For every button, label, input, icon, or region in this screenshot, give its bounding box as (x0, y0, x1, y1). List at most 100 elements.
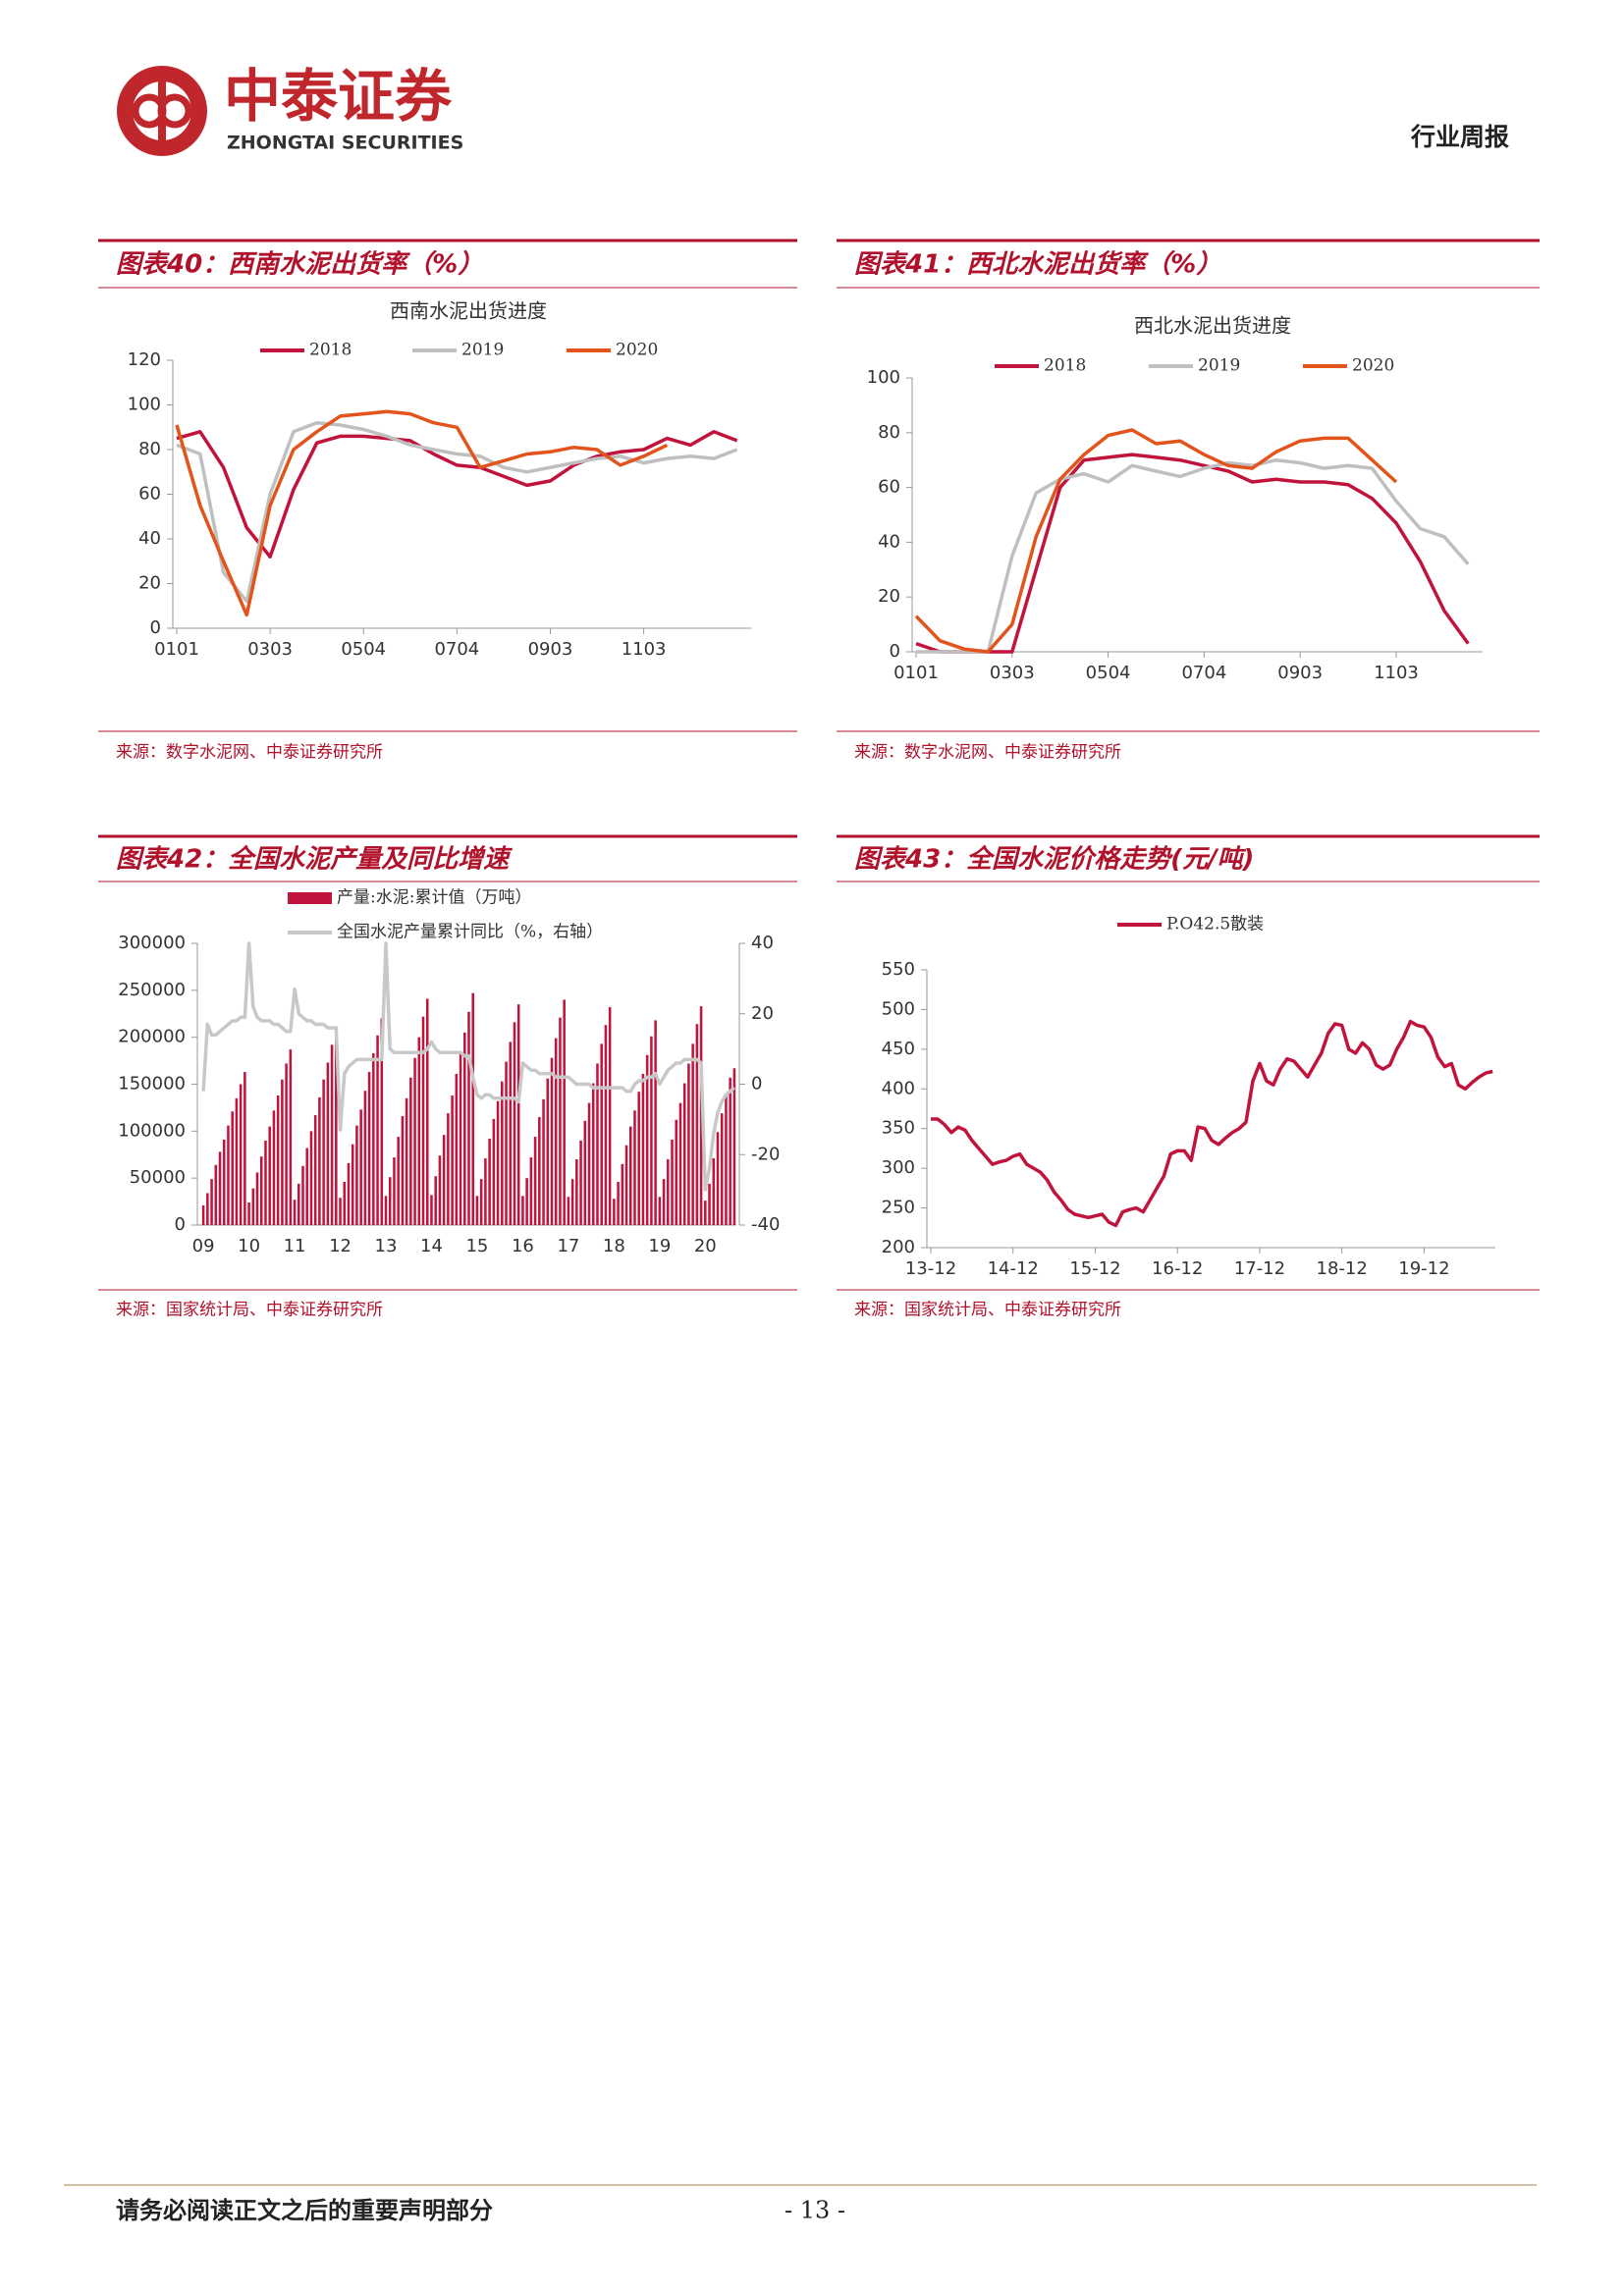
bar (471, 992, 474, 1225)
source: 来源：数字水泥网、中泰证券研究所 (116, 743, 383, 763)
bar (244, 1072, 246, 1225)
bar (675, 1119, 678, 1225)
y-tick-label: 150000 (118, 1074, 186, 1095)
x-tick-label: 1103 (1374, 663, 1419, 683)
y-tick-label: 80 (878, 422, 900, 443)
bar (322, 1079, 325, 1225)
x-tick-label: 0303 (990, 663, 1035, 683)
bar (438, 1155, 442, 1225)
series-line (916, 457, 1470, 654)
bar (505, 1061, 508, 1225)
bar (712, 1158, 716, 1225)
x-tick-label: 0704 (1181, 663, 1226, 683)
x-tick-label: 15 (465, 1236, 488, 1256)
series-line (176, 430, 738, 559)
bar (401, 1116, 405, 1225)
bar (380, 1018, 384, 1225)
y-tick-label: 40 (138, 528, 161, 549)
y-tick-label: 0 (890, 641, 900, 662)
panel-title: 图表40：西南水泥出货率（%） (116, 250, 483, 280)
bar (488, 1138, 491, 1225)
y-tick-label: 20 (138, 573, 161, 594)
bar (231, 1111, 234, 1225)
bar (434, 1176, 437, 1225)
y-tick-label: 300 (882, 1157, 915, 1178)
bar (330, 1044, 334, 1225)
bar (633, 1110, 636, 1225)
bar (309, 1131, 313, 1225)
bar (704, 1201, 707, 1225)
bar (546, 1078, 550, 1225)
bar (529, 1157, 533, 1225)
x-tick-label: 13-12 (905, 1258, 956, 1279)
y-tick-label: 0 (150, 617, 161, 638)
bar (313, 1115, 317, 1225)
x-tick-label: 20 (694, 1236, 717, 1256)
bar (259, 1156, 263, 1225)
bar (550, 1057, 554, 1225)
bar (667, 1159, 670, 1225)
bar (662, 1179, 666, 1225)
bar (641, 1073, 645, 1225)
bar (533, 1137, 537, 1225)
bar (559, 1017, 562, 1225)
bar (417, 1037, 421, 1225)
panel-title: 图表42：全国水泥产量及同比增速 (116, 845, 513, 875)
bar (621, 1163, 624, 1225)
bar (624, 1145, 628, 1225)
legend-label: 2018 (309, 341, 352, 360)
y-tick-label: 200000 (118, 1027, 186, 1047)
bar (513, 1022, 516, 1225)
bar (318, 1096, 321, 1225)
bar (617, 1181, 620, 1225)
bar (247, 1202, 250, 1225)
bar (579, 1140, 582, 1225)
y-tick-label: 550 (882, 959, 915, 980)
y-tick-label: 80 (138, 439, 161, 459)
legend-label: 产量:水泥:累计值（万吨） (337, 888, 531, 908)
x-tick-label: 16 (512, 1236, 534, 1256)
x-tick-label: 1103 (622, 639, 667, 660)
bar (463, 1032, 466, 1225)
bar (201, 1204, 205, 1225)
bar (293, 1200, 297, 1225)
chart-title: 西北水泥出货进度 (1134, 314, 1291, 338)
panel-title: 图表43：全国水泥价格走势(元/吨) (854, 845, 1254, 875)
bar (475, 1196, 479, 1225)
bar (397, 1137, 400, 1225)
bar (272, 1110, 276, 1225)
x-tick-label: 09 (192, 1236, 215, 1256)
bar (347, 1162, 351, 1225)
bar (587, 1102, 591, 1225)
x-tick-label: 14-12 (988, 1258, 1039, 1279)
bar (732, 1068, 736, 1225)
y-tick-label: 120 (128, 349, 161, 370)
y2-tick-label: -20 (751, 1144, 780, 1164)
bar (251, 1188, 255, 1225)
page-number: - 13 - (785, 2197, 845, 2224)
chart-title: 西南水泥出货进度 (390, 299, 547, 323)
y2-tick-label: 0 (751, 1074, 762, 1095)
bar (285, 1063, 288, 1225)
x-tick-label: 11 (284, 1236, 306, 1256)
bar (567, 1197, 570, 1225)
y-tick-label: 400 (882, 1078, 915, 1098)
bar (699, 1006, 703, 1225)
source: 来源：国家统计局、中泰证券研究所 (116, 1301, 383, 1320)
bar (227, 1125, 230, 1225)
bar (538, 1116, 541, 1225)
bar (367, 1072, 371, 1225)
y-tick-label: 200 (882, 1237, 915, 1257)
brand: 中泰证券 (224, 63, 453, 130)
x-tick-label: 17 (557, 1236, 579, 1256)
x-tick-label: 13 (375, 1236, 398, 1256)
bar (695, 1024, 699, 1225)
bar (678, 1102, 682, 1225)
bar (276, 1095, 280, 1225)
legend-label: 2020 (616, 341, 658, 360)
x-tick-label: 0903 (528, 639, 573, 660)
y-tick-label: 50000 (130, 1167, 186, 1188)
bar (281, 1079, 284, 1225)
x-tick-label: 18 (603, 1236, 625, 1256)
